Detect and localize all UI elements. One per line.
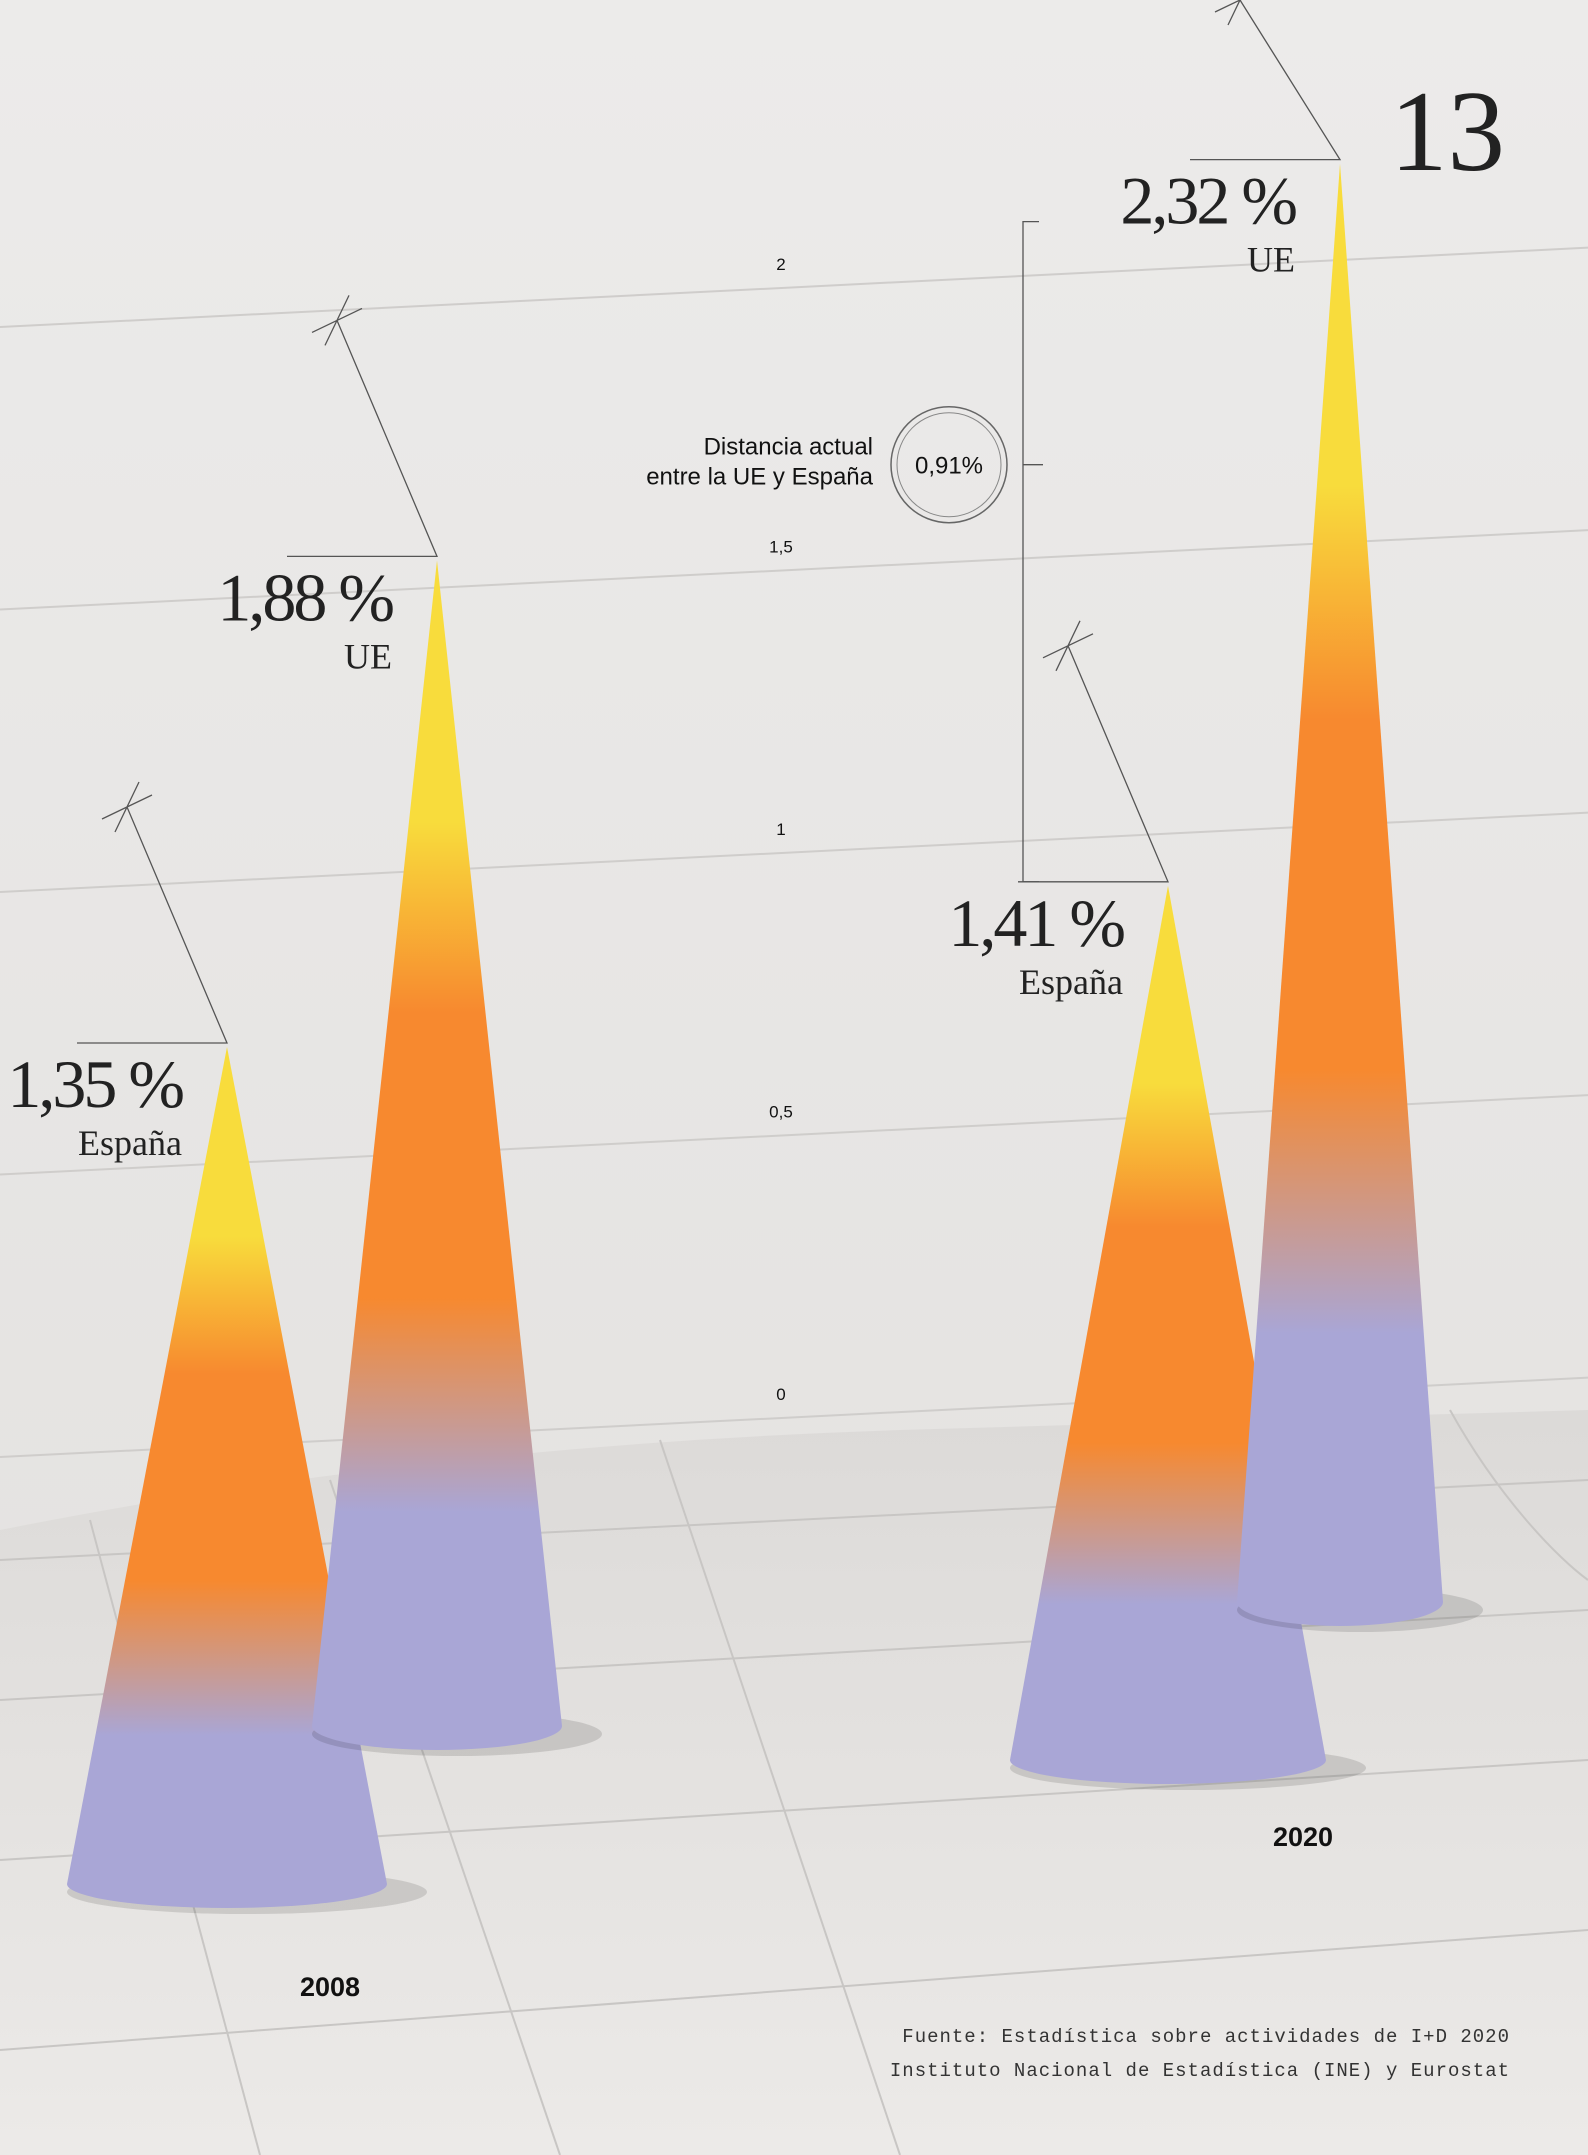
distance-ring [896,412,1002,518]
annotation: entre la UE y España [646,464,873,491]
value-label: 1,41 % [948,885,1124,961]
distance-value: 0,91% [915,453,983,480]
y-tick-label: 1 [776,820,785,839]
leader-line [1190,0,1342,161]
page-number: 13 [1390,68,1505,195]
y-tick-label: 0 [776,1385,785,1404]
series-name: UE [344,636,392,676]
cone [312,560,562,1750]
value-label: 1,88 % [217,559,393,635]
series-name: España [1019,962,1123,1002]
leader-line [77,806,228,1044]
y-tick-label: 1,5 [769,538,793,557]
cone [1237,163,1443,1627]
series-name: España [78,1123,182,1163]
y-tick-label: 0,5 [769,1103,793,1122]
cross [1214,0,1242,26]
cone [67,1047,387,1908]
source: Instituto Nacional de Estadística (INE) … [890,2060,1510,2082]
leader-line [1018,645,1169,883]
cross [1042,620,1094,672]
annotation: Distancia actual [704,434,873,461]
x-tick-label: 2020 [1273,1822,1333,1852]
bracket [1022,220,1043,883]
series-name: UE [1247,240,1295,280]
source: Fuente: Estadística sobre actividades de… [902,2026,1510,2048]
grid-line [0,246,1588,329]
x-tick-label: 2008 [300,1972,360,2002]
value-label: 2,32 % [1120,163,1296,239]
y-tick-label: 2 [776,255,785,274]
cross [311,295,363,346]
leader-line [287,320,438,558]
cross [101,781,153,833]
value-label: 1,35 % [7,1046,183,1122]
distance-ring [890,405,1008,524]
